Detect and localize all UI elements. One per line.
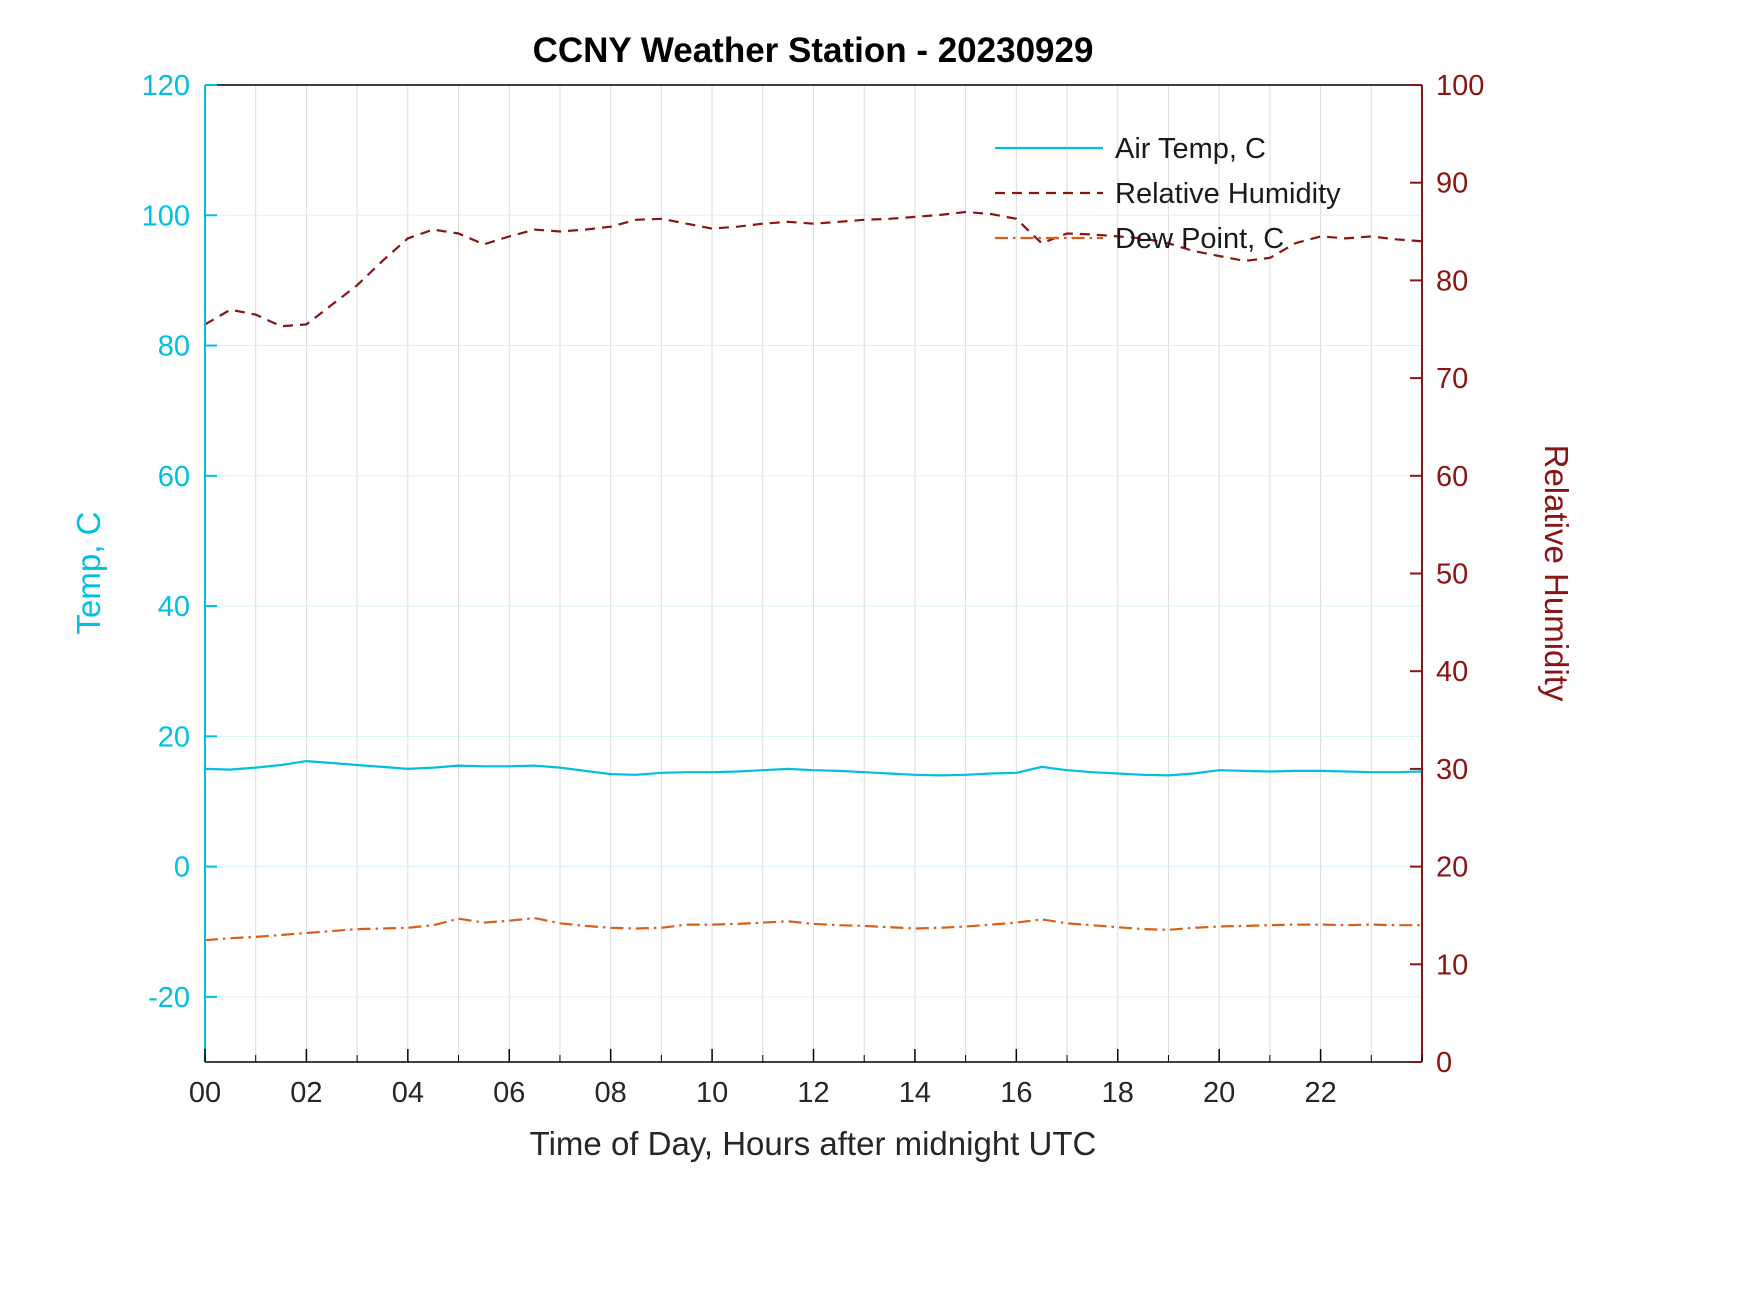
right-tick-label: 10 [1436,949,1468,981]
tick-label-layer: 00 02 04 06 08 10 12 14 16 18 20 22-200204060801001… [142,70,1485,1109]
x-tick-label: 06 [493,1077,525,1109]
left-tick-label: 60 [158,461,190,493]
x-tick-label: 12 [797,1077,829,1109]
legend-label: Relative Humidity [1115,178,1341,210]
left-tick-label: 20 [158,721,190,753]
left-tick-label: 100 [142,200,190,232]
chart-title: CCNY Weather Station - 20230929 [533,31,1094,70]
grid-layer [205,85,1422,1062]
axis-layer [204,84,1423,1063]
right-y-axis-label: Relative Humidity [1538,445,1575,702]
x-axis-label: Time of Day, Hours after midnight UTC [530,1125,1097,1162]
series-line-1-relative-humidity [204,210,1423,328]
x-tick-label: 20 [1203,1077,1235,1109]
right-tick-label: 40 [1436,656,1468,688]
left-tick-label: 40 [158,591,190,623]
left-tick-label: 120 [142,70,190,102]
x-tick-label: 00 [189,1077,221,1109]
x-tick-label: 04 [392,1077,424,1109]
right-tick-label: 50 [1436,559,1468,591]
legend-label: Dew Point, C [1115,223,1284,255]
right-tick-label: 100 [1436,70,1484,102]
left-y-axis-label: Temp, C [70,512,107,635]
right-tick-label: 70 [1436,363,1468,395]
series-line-0-air-temp-c [204,759,1423,777]
x-tick-label: 14 [899,1077,931,1109]
left-tick-label: 0 [174,852,190,884]
right-tick-label: 30 [1436,754,1468,786]
right-tick-label: 90 [1436,168,1468,200]
x-tick-label: 18 [1102,1077,1134,1109]
left-tick-label: -20 [148,982,190,1014]
right-tick-label: 80 [1436,265,1468,297]
right-tick-label: 0 [1436,1047,1452,1079]
series-layer [204,210,1423,942]
x-tick-label: 10 [696,1077,728,1109]
chart-legend: Air Temp, C Relative Humidity Dew Point, C [995,133,1341,255]
x-tick-label: 02 [290,1077,322,1109]
right-tick-label: 60 [1436,461,1468,493]
x-tick-label: 08 [595,1077,627,1109]
left-tick-label: 80 [158,331,190,363]
x-tick-label: 16 [1000,1077,1032,1109]
legend-label: Air Temp, C [1115,133,1266,165]
x-tick-label: 22 [1304,1077,1336,1109]
right-tick-label: 20 [1436,852,1468,884]
